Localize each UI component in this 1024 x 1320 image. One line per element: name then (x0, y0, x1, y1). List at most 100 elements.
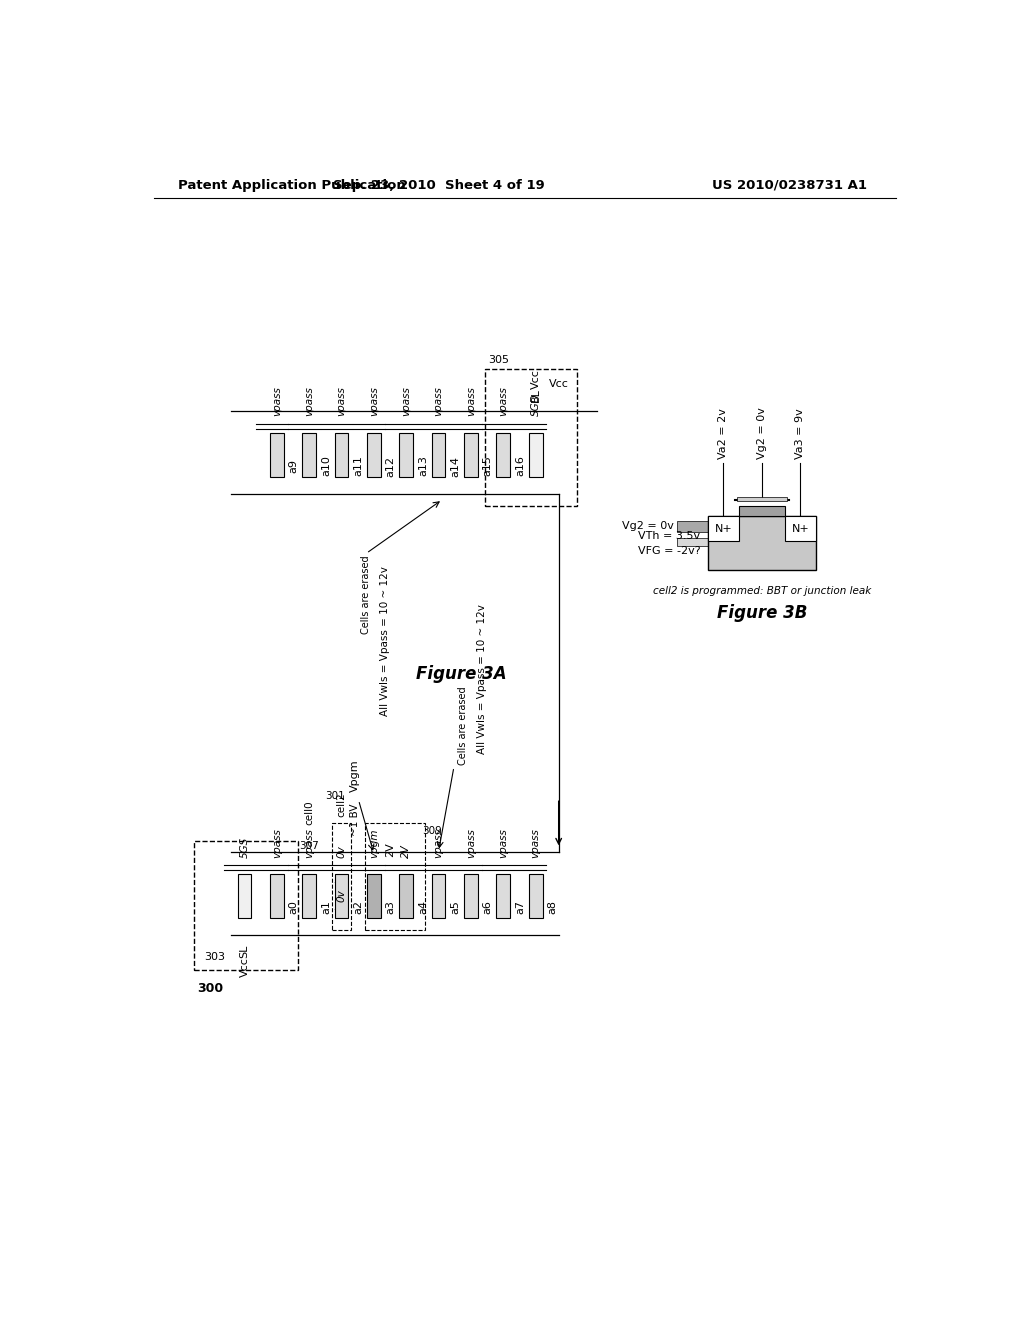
Bar (194, 841, 298, 970)
Text: 0v: 0v (337, 890, 346, 903)
Text: vpass: vpass (499, 828, 508, 858)
Text: SL: SL (240, 945, 250, 958)
Text: cell2 is programmed: BBT or junction leak: cell2 is programmed: BBT or junction lea… (653, 586, 871, 595)
Text: All Vwls = Vpass = 10 ~ 12v: All Vwls = Vpass = 10 ~ 12v (381, 566, 390, 717)
Text: N+: N+ (715, 524, 732, 533)
Text: vpass: vpass (433, 828, 443, 858)
Text: Cells are erased: Cells are erased (361, 554, 371, 634)
Text: Va2 = 2v: Va2 = 2v (719, 408, 728, 459)
Text: 2V: 2V (401, 843, 412, 858)
Bar (367, 874, 381, 919)
Text: 300: 300 (198, 982, 223, 994)
Text: a16: a16 (515, 455, 525, 477)
Text: vpass: vpass (401, 387, 412, 416)
Text: Sep. 23, 2010  Sheet 4 of 19: Sep. 23, 2010 Sheet 4 of 19 (333, 178, 545, 191)
Text: vpass: vpass (530, 828, 541, 858)
Text: a4: a4 (418, 900, 428, 915)
Text: Vg2 = 0v: Vg2 = 0v (757, 407, 767, 459)
Text: 0v: 0v (337, 845, 346, 858)
Bar (484, 368, 578, 506)
Bar (432, 874, 445, 919)
Bar (708, 516, 739, 541)
Bar (528, 874, 543, 919)
Text: a15: a15 (483, 455, 493, 477)
Bar (365, 822, 425, 929)
Bar (497, 433, 510, 478)
Text: a1: a1 (322, 900, 331, 915)
Bar (785, 516, 816, 541)
Text: vpass: vpass (369, 387, 379, 416)
Text: a6: a6 (483, 900, 493, 915)
Bar (270, 874, 284, 919)
Text: 303: 303 (205, 952, 225, 962)
Text: a8: a8 (548, 900, 557, 915)
Text: a10: a10 (322, 455, 331, 477)
Bar (335, 433, 348, 478)
Text: a5: a5 (451, 900, 461, 915)
Text: VFG = -2v?: VFG = -2v? (638, 546, 700, 556)
Bar (270, 433, 284, 478)
Text: Va3 = 9v: Va3 = 9v (796, 408, 806, 459)
Bar (335, 874, 348, 919)
Text: a14: a14 (451, 455, 461, 477)
Bar (677, 521, 708, 532)
Bar (737, 498, 786, 502)
Text: Vcc: Vcc (530, 370, 541, 389)
Bar (432, 433, 445, 478)
Text: All Vwls = Vpass = 10 ~ 12v: All Vwls = Vpass = 10 ~ 12v (477, 603, 487, 754)
Bar (708, 516, 816, 570)
Text: VTh = 3.5v: VTh = 3.5v (638, 531, 700, 541)
Text: a7: a7 (515, 900, 525, 915)
Text: vpass: vpass (433, 387, 443, 416)
Bar (464, 874, 478, 919)
Text: SGD: SGD (530, 393, 541, 416)
Text: US 2010/0238731 A1: US 2010/0238731 A1 (712, 178, 867, 191)
Bar (528, 433, 543, 478)
Text: 5GS: 5GS (240, 837, 250, 858)
Text: a12: a12 (386, 455, 396, 477)
Bar (333, 822, 351, 929)
Text: Vg2 = 0v: Vg2 = 0v (622, 521, 674, 532)
Bar (739, 506, 785, 516)
Text: a2: a2 (353, 900, 364, 915)
Text: Figure 3A: Figure 3A (417, 665, 507, 684)
Text: ~1 BV: ~1 BV (349, 804, 359, 836)
Text: 2V: 2V (385, 842, 395, 857)
Bar (497, 874, 510, 919)
Bar (464, 433, 478, 478)
Text: vpass: vpass (337, 387, 346, 416)
Text: Vcc: Vcc (549, 379, 568, 389)
Text: cell2: cell2 (337, 792, 346, 817)
Text: vpass: vpass (271, 828, 282, 858)
Text: 301: 301 (326, 791, 345, 801)
Text: Cells are erased: Cells are erased (458, 686, 468, 766)
Text: vpass: vpass (466, 387, 476, 416)
Text: vpass: vpass (466, 828, 476, 858)
Text: Vcc: Vcc (240, 957, 250, 977)
Text: a0: a0 (289, 900, 299, 915)
Text: a3: a3 (386, 900, 396, 915)
Text: vpass: vpass (271, 387, 282, 416)
Bar (302, 433, 316, 478)
Bar (399, 433, 413, 478)
Text: a13: a13 (418, 455, 428, 477)
Bar (302, 874, 316, 919)
Text: 307: 307 (299, 841, 319, 851)
Bar (399, 874, 413, 919)
Text: vpass: vpass (499, 387, 508, 416)
Text: Vpgm: Vpgm (349, 759, 359, 792)
Text: a11: a11 (353, 455, 364, 477)
Text: cell0: cell0 (304, 801, 314, 825)
Text: 309: 309 (423, 825, 442, 836)
Text: vpass: vpass (304, 828, 314, 858)
Bar (238, 874, 252, 919)
Text: a9: a9 (289, 459, 299, 473)
Text: vpass: vpass (304, 387, 314, 416)
Text: BL: BL (530, 388, 541, 401)
Text: Patent Application Publication: Patent Application Publication (178, 178, 407, 191)
Text: Figure 3B: Figure 3B (717, 603, 807, 622)
Bar (367, 433, 381, 478)
Text: N+: N+ (792, 524, 809, 533)
Text: 305: 305 (488, 355, 510, 364)
Bar (677, 539, 708, 545)
